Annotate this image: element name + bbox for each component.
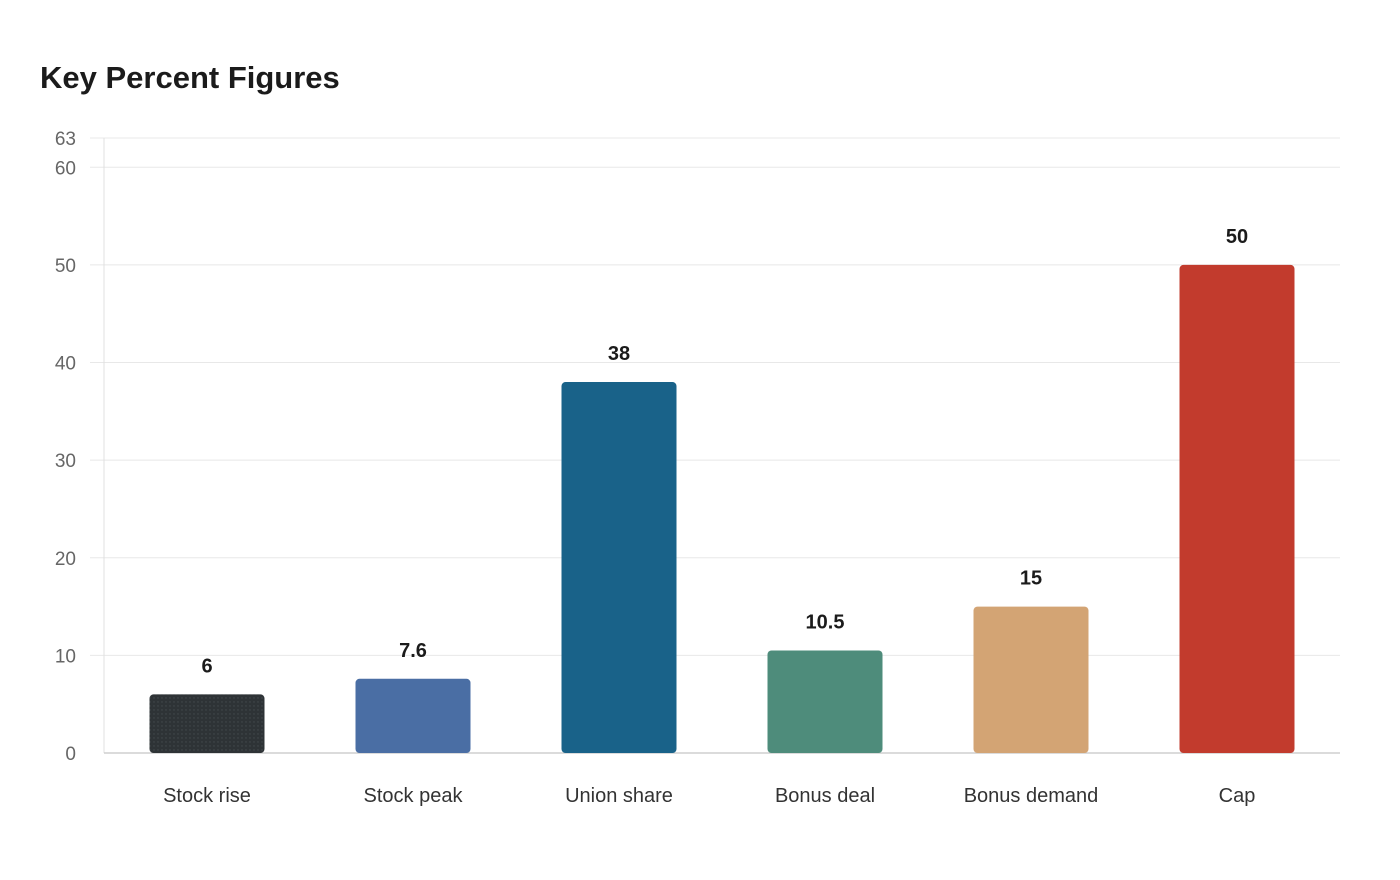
- bar-stock-peak: [355, 678, 471, 753]
- x-category-label: Stock rise: [163, 785, 251, 807]
- y-tick-label: 20: [55, 549, 76, 570]
- y-tick-label: 50: [55, 256, 76, 277]
- x-category-label: Bonus deal: [775, 785, 875, 807]
- data-label: 7.6: [399, 640, 427, 662]
- labels: 6 Stock rise 7.6 Stock peak 38 Union share 10.…: [163, 226, 1255, 807]
- y-tick-label: 10: [55, 646, 76, 667]
- bar-bonus-demand: [973, 606, 1089, 753]
- data-label: 38: [608, 343, 630, 365]
- bar-bonus-deal: [767, 650, 883, 753]
- y-tick-label: 60: [55, 158, 76, 179]
- y-tick-label: 63: [55, 129, 76, 150]
- data-label: 10.5: [806, 612, 845, 634]
- gridlines: [90, 137, 1340, 656]
- x-category-label: Union share: [565, 785, 673, 807]
- y-tick-label: 30: [55, 451, 76, 472]
- chart-title: Key Percent Figures: [40, 60, 340, 95]
- data-label: 6: [201, 655, 212, 677]
- data-label: 50: [1226, 226, 1248, 248]
- x-category-label: Cap: [1219, 785, 1256, 807]
- bar-union-share: [561, 382, 677, 753]
- x-category-label: Bonus demand: [964, 785, 1099, 807]
- bar-texture: [149, 694, 265, 753]
- axes: 0 10 20 30 40 50 60 63: [55, 129, 1340, 765]
- y-tick-label: 40: [55, 354, 76, 375]
- bars: [149, 264, 1295, 753]
- data-label: 15: [1020, 568, 1042, 590]
- y-tick-label: 0: [65, 744, 76, 765]
- bar-cap: [1179, 264, 1295, 753]
- x-category-label: Stock peak: [364, 785, 464, 807]
